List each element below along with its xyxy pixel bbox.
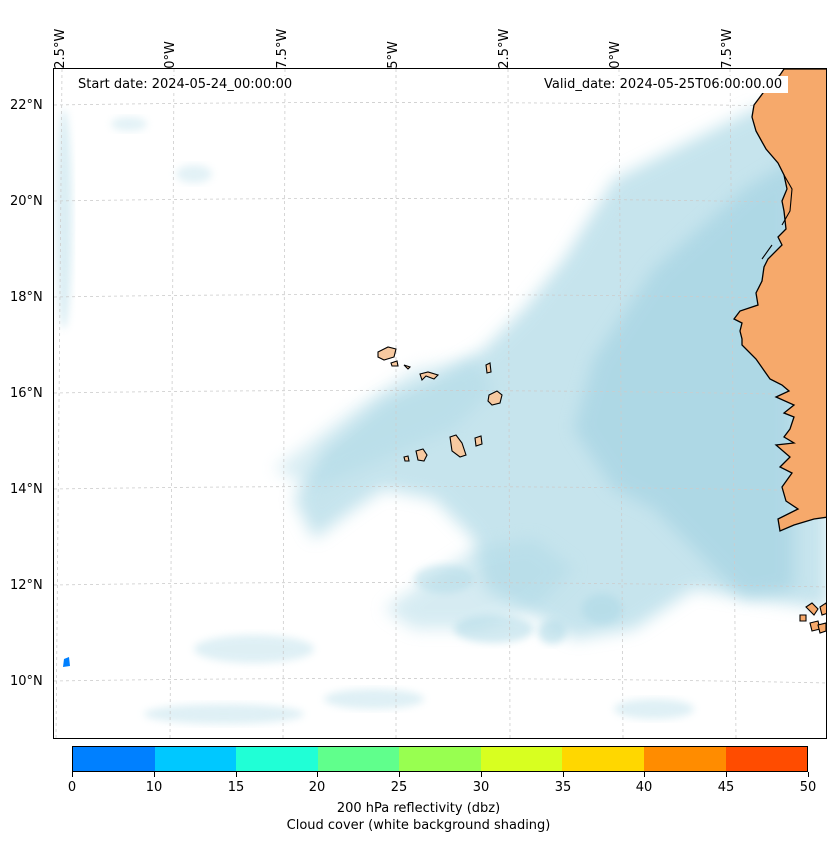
- colorbar-tick: [644, 772, 645, 777]
- lat-label: 12°N: [10, 578, 43, 593]
- coast-islands-south: [799, 602, 826, 634]
- cloud-streak-south: [384, 539, 574, 629]
- colorbar-sublabel: Cloud cover (white background shading): [286, 818, 551, 833]
- meridian-line: [618, 69, 624, 738]
- colorbar-tick-label: 10: [145, 780, 163, 795]
- colorbar-tick: [399, 772, 400, 777]
- cloud-patch: [454, 615, 534, 643]
- island-bissagos: [805, 602, 819, 616]
- parallel-line: [54, 390, 826, 396]
- colorbar-label: 200 hPa reflectivity (dbz): [336, 801, 501, 816]
- lat-label: 18°N: [10, 290, 43, 305]
- colorbar-tick-label: 30: [472, 780, 490, 795]
- colorbar-tick-label: 50: [799, 780, 817, 795]
- cloud-streak-central: [274, 359, 494, 489]
- cloud-patch: [324, 689, 424, 709]
- map-canvas: [54, 69, 826, 738]
- island-santa-luzia: [403, 364, 412, 370]
- parallel-line: [54, 294, 826, 300]
- graticule: [54, 69, 826, 738]
- parallel-line: [54, 198, 826, 204]
- colorbar-tick: [563, 772, 564, 777]
- lat-label: 16°N: [10, 386, 43, 401]
- island-santo-antao: [377, 346, 397, 361]
- reflectivity-blip: [63, 657, 70, 667]
- colorbar-segment: [317, 747, 400, 771]
- colorbar-segment: [643, 747, 726, 771]
- lat-label: 14°N: [10, 482, 43, 497]
- parallel-line: [54, 678, 826, 684]
- island-boa-vista: [487, 390, 503, 406]
- lat-label: 22°N: [10, 98, 43, 113]
- cloud-patch: [111, 117, 147, 131]
- meridian-line: [729, 69, 737, 738]
- island-sao-vicente: [390, 360, 399, 367]
- colorbar-tick-label: 35: [554, 780, 572, 795]
- colorbar-segment: [236, 747, 318, 771]
- colorbar-tick: [317, 772, 318, 777]
- island-maio: [474, 435, 483, 447]
- colorbar-segment: [725, 747, 808, 771]
- cloud-patch: [414, 565, 474, 593]
- colorbar-tick: [726, 772, 727, 777]
- cloud-patch: [176, 165, 212, 183]
- colorbar: [72, 746, 808, 772]
- island-bissagos: [817, 622, 826, 634]
- colorbar-tick-label: 20: [308, 780, 326, 795]
- island-santiago: [449, 434, 467, 458]
- parallel-line: [54, 102, 826, 108]
- cloud-patch: [144, 704, 304, 724]
- meridian-line: [55, 69, 63, 738]
- meridian-line: [507, 69, 511, 738]
- cloud-patch: [614, 699, 694, 719]
- colorbar-segment: [480, 747, 563, 771]
- colorbar-tick-label: 15: [227, 780, 245, 795]
- colorbar-tick-label: 40: [635, 780, 653, 795]
- cloud-patch: [582, 594, 622, 624]
- island-sal: [485, 362, 492, 374]
- island-bissagos: [799, 614, 807, 622]
- island-fogo: [415, 448, 428, 462]
- start-date-label: Start date: 2024-05-24_00:00:00: [72, 76, 299, 93]
- lat-label: 20°N: [10, 194, 43, 209]
- colorbar-tick-label: 25: [390, 780, 408, 795]
- colorbar-segment: [73, 747, 155, 771]
- coast-detail: [761, 174, 793, 260]
- cloud-patch: [56, 109, 72, 329]
- parallel-line: [54, 582, 826, 588]
- colorbar-tick: [72, 772, 73, 777]
- cloud-patch: [538, 620, 566, 644]
- colorbar-segment: [399, 747, 481, 771]
- parallel-line: [54, 486, 826, 492]
- valid-date-label: Valid_date: 2024-05-25T06:00:00.00: [538, 76, 789, 93]
- meridian-line: [282, 69, 286, 738]
- colorbar-tick: [808, 772, 809, 777]
- island-sao-nicolau: [419, 371, 440, 382]
- island-brava: [403, 455, 410, 462]
- cloud-patch: [194, 635, 314, 663]
- cape-verde-islands: [377, 346, 503, 462]
- meridian-line: [169, 69, 175, 738]
- colorbar-tick: [236, 772, 237, 777]
- mainland-africa: [733, 69, 826, 532]
- colorbar-tick: [481, 772, 482, 777]
- colorbar-tick-label: 45: [717, 780, 735, 795]
- lat-label: 10°N: [10, 674, 43, 689]
- colorbar-tick-label: 0: [67, 780, 77, 795]
- colorbar-tick: [154, 772, 155, 777]
- map-panel: [53, 68, 827, 739]
- colorbar-segment: [562, 747, 644, 771]
- colorbar-segment: [154, 747, 237, 771]
- island-bissagos: [819, 602, 826, 616]
